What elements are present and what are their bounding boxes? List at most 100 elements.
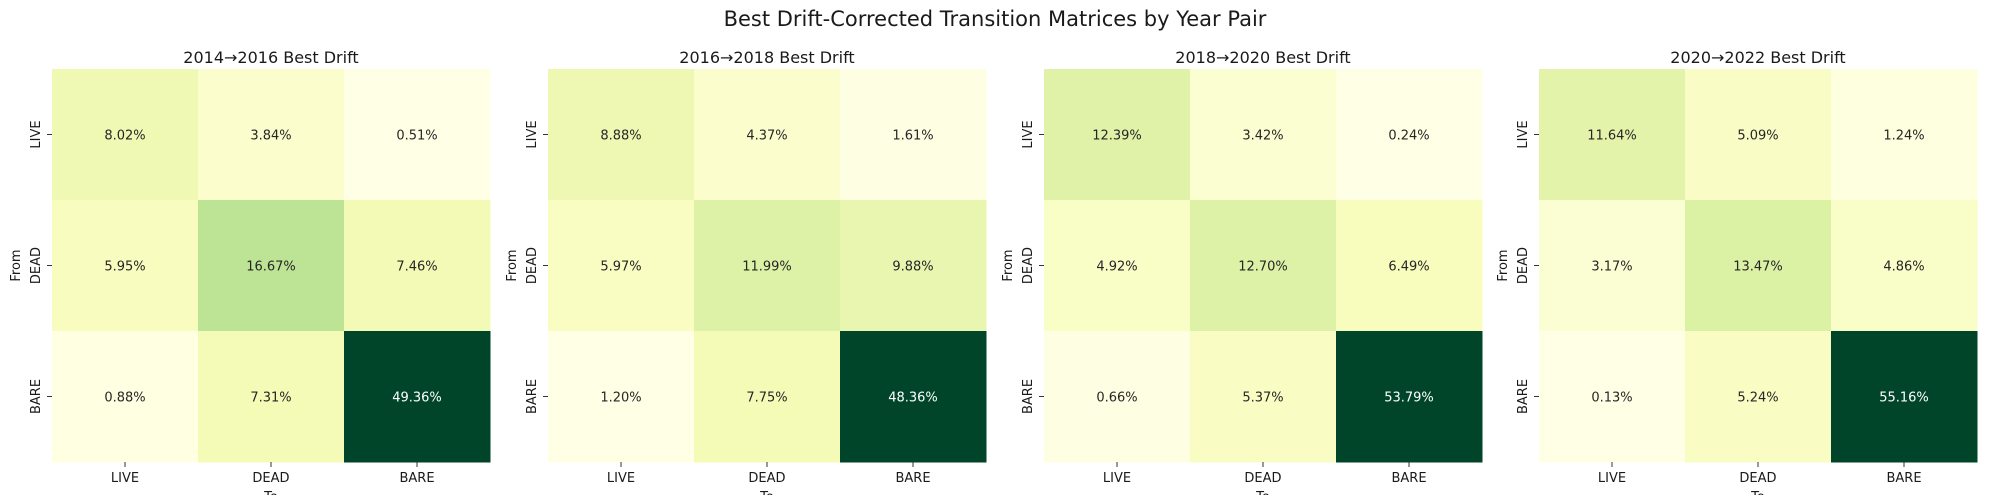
heatmap-cell — [1336, 200, 1483, 332]
cell-value-label: 16.67% — [246, 260, 296, 275]
cell-value-label: 4.86% — [1883, 260, 1924, 275]
x-axis-label: To — [263, 490, 278, 495]
panel-title: 2018→2020 Best Drift — [1175, 48, 1350, 67]
heatmap-cell — [1539, 200, 1686, 332]
cell-value-label: 12.39% — [1092, 129, 1142, 144]
heatmap-cell — [1190, 69, 1337, 201]
heatmap-cell — [1539, 69, 1686, 201]
heatmap-cell — [1831, 200, 1978, 332]
y-tick-label: BARE — [1516, 379, 1531, 414]
heatmap-cell — [1685, 69, 1832, 201]
cell-value-label: 4.37% — [746, 129, 787, 144]
heatmap-panel-1: 2014→2016 Best Drift 8.02% 3.84% 0.51% 5.95%… — [9, 48, 491, 495]
y-tick-label: LIVE — [525, 120, 540, 148]
x-tick-label: BARE — [1886, 471, 1921, 486]
cell-value-label: 11.64% — [1587, 129, 1637, 144]
x-tick-label: BARE — [895, 471, 930, 486]
cell-value-label: 7.31% — [250, 391, 291, 406]
cell-value-label: 5.95% — [104, 260, 145, 275]
heatmap-cell — [1044, 69, 1191, 201]
heatmap-cell — [198, 69, 345, 201]
heatmap-cell — [840, 200, 987, 332]
cell-value-label: 48.36% — [888, 391, 938, 406]
y-tick-label: LIVE — [29, 120, 44, 148]
y-axis-label: From — [505, 249, 520, 281]
heatmap-cell — [1336, 331, 1483, 463]
panel-title: 2020→2022 Best Drift — [1670, 48, 1845, 67]
cell-value-label: 0.66% — [1096, 391, 1137, 406]
figure-title: Best Drift-Corrected Transition Matrices… — [724, 7, 1267, 31]
y-axis-label: From — [1496, 249, 1511, 281]
cell-value-label: 5.24% — [1737, 391, 1778, 406]
heatmap-cell — [1685, 331, 1832, 463]
x-tick-label: LIVE — [1103, 471, 1131, 486]
x-tick-label: DEAD — [252, 471, 289, 486]
heatmap-cell — [198, 331, 345, 463]
cell-value-label: 5.97% — [600, 260, 641, 275]
heatmap-cell — [1831, 331, 1978, 463]
cell-value-label: 0.13% — [1591, 391, 1632, 406]
cell-value-label: 3.84% — [250, 129, 291, 144]
heatmap-cell — [694, 69, 841, 201]
cell-value-label: 3.42% — [1242, 129, 1283, 144]
heatmap-panel-3: 2018→2020 Best Drift 12.39% 3.42% 0.24% 4.92… — [1001, 48, 1483, 495]
cell-value-label: 1.61% — [892, 129, 933, 144]
cell-value-label: 3.17% — [1591, 260, 1632, 275]
cell-value-label: 11.99% — [742, 260, 792, 275]
heatmap-cell — [52, 69, 199, 201]
y-tick-label: DEAD — [1516, 247, 1531, 284]
cell-value-label: 49.36% — [392, 391, 442, 406]
y-tick-label: DEAD — [1021, 247, 1036, 284]
heatmap-cell — [1539, 331, 1686, 463]
heatmap-cell — [1190, 331, 1337, 463]
x-tick-label: BARE — [399, 471, 434, 486]
cell-value-label: 12.70% — [1238, 260, 1288, 275]
x-tick-label: LIVE — [111, 471, 139, 486]
heatmap-cell — [1685, 200, 1832, 332]
x-tick-label: DEAD — [748, 471, 785, 486]
x-axis-label: To — [1255, 490, 1270, 495]
y-tick-label: BARE — [525, 379, 540, 414]
cell-value-label: 53.79% — [1384, 391, 1434, 406]
cell-value-label: 7.75% — [746, 391, 787, 406]
x-axis-label: To — [759, 490, 774, 495]
cell-value-label: 1.20% — [600, 391, 641, 406]
cell-value-label: 0.24% — [1388, 129, 1429, 144]
cell-value-label: 5.37% — [1242, 391, 1283, 406]
y-tick-label: LIVE — [1021, 120, 1036, 148]
y-tick-label: DEAD — [29, 247, 44, 284]
x-tick-label: LIVE — [607, 471, 635, 486]
heatmap-cell — [548, 331, 695, 463]
heatmap-cell — [344, 69, 491, 201]
cell-value-label: 13.47% — [1733, 260, 1783, 275]
y-axis-label: From — [9, 249, 24, 281]
cell-value-label: 0.88% — [104, 391, 145, 406]
y-axis-label: From — [1001, 249, 1016, 281]
y-tick-label: BARE — [29, 379, 44, 414]
panel-title: 2014→2016 Best Drift — [183, 48, 358, 67]
heatmap-cell — [694, 200, 841, 332]
heatmap-cell — [52, 331, 199, 463]
heatmap-cell — [1044, 331, 1191, 463]
cell-value-label: 4.92% — [1096, 260, 1137, 275]
cell-value-label: 55.16% — [1879, 391, 1929, 406]
heatmap-panels: 2014→2016 Best Drift 8.02% 3.84% 0.51% 5.95%… — [9, 48, 1978, 495]
cell-value-label: 6.49% — [1388, 260, 1429, 275]
heatmap-cell — [52, 200, 199, 332]
heatmap-cell — [840, 69, 987, 201]
panel-title: 2016→2018 Best Drift — [679, 48, 854, 67]
cell-value-label: 7.46% — [396, 260, 437, 275]
heatmap-cell — [548, 69, 695, 201]
heatmap-cell — [1336, 69, 1483, 201]
x-tick-label: LIVE — [1598, 471, 1626, 486]
y-tick-label: LIVE — [1516, 120, 1531, 148]
heatmap-cell — [548, 200, 695, 332]
heatmap-cell — [1044, 200, 1191, 332]
heatmap-panel-4: 2020→2022 Best Drift 11.64% 5.09% 1.24% 3.17… — [1496, 48, 1978, 495]
y-tick-label: DEAD — [525, 247, 540, 284]
x-tick-label: DEAD — [1739, 471, 1776, 486]
heatmap-cell — [1831, 69, 1978, 201]
x-axis-label: To — [1750, 490, 1765, 495]
